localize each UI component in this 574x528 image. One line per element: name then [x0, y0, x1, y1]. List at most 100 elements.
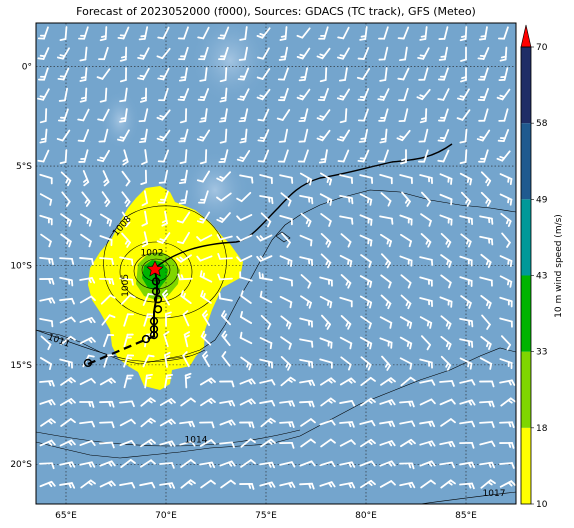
wind-barb: [98, 128, 109, 143]
wind-barb: [40, 233, 52, 248]
wind-barb: [99, 480, 116, 488]
wind-barb: [142, 354, 155, 368]
wind-barb: [437, 88, 450, 101]
wind-barb: [99, 460, 116, 467]
wind-barb: [99, 377, 116, 386]
wind-barb: [39, 297, 56, 304]
wind-barb: [440, 274, 452, 289]
wind-barb: [37, 67, 49, 81]
contour-label: 1014: [185, 435, 208, 445]
wind-barb: [357, 88, 370, 101]
wind-barb: [39, 214, 53, 226]
wind-barb: [300, 212, 312, 228]
wind-barb: [119, 418, 136, 427]
wind-barb: [60, 171, 72, 187]
wind-barb: [103, 333, 115, 348]
wind-barb: [359, 460, 376, 467]
wind-barb: [117, 129, 130, 142]
wind-barb: [439, 398, 456, 406]
wind-barb: [459, 172, 473, 186]
contour-1008-ring: [103, 205, 227, 319]
wind-barb: [159, 482, 176, 489]
wind-barb: [359, 275, 373, 288]
wind-barb: [40, 335, 52, 351]
wind-barb: [79, 295, 96, 304]
longitude-labels: 65°E 70°E 75°E 80°E 85°E: [55, 511, 477, 521]
wind-barb: [119, 256, 134, 266]
wind-barb: [380, 192, 392, 207]
wind-barb: [499, 358, 513, 370]
wind-barb: [499, 255, 513, 268]
wind-barb: [419, 174, 433, 185]
wind-barb: [440, 315, 452, 330]
wind-barb: [159, 398, 176, 406]
tc-track-point: [153, 295, 163, 304]
colorbar-tick-label: 18: [536, 424, 548, 434]
wind-barb: [339, 377, 356, 386]
wind-barb: [459, 26, 468, 42]
wind-barb: [119, 400, 135, 408]
wind-barb: [358, 128, 369, 143]
wind-barb: [239, 378, 256, 385]
wind-barb: [300, 418, 316, 427]
wind-barb: [320, 213, 332, 227]
wind-barb: [103, 354, 114, 368]
wind-barb: [360, 376, 376, 387]
wind-barb: [39, 278, 55, 285]
wind-barb: [417, 149, 429, 163]
wind-barb: [99, 421, 115, 429]
wind-barb: [39, 480, 56, 488]
wind-barb: [178, 46, 189, 61]
wind-barb: [480, 335, 492, 350]
wind-barb: [165, 311, 172, 327]
wind-barb: [219, 128, 228, 144]
wind-barb: [239, 398, 256, 406]
contour-label: 1002: [141, 249, 164, 259]
wind-barb: [237, 88, 250, 101]
wind-barb: [379, 399, 396, 406]
wind-barb: [238, 108, 249, 123]
wind-barb: [440, 335, 452, 350]
wind-barb: [379, 128, 388, 144]
wind-barb: [297, 149, 309, 163]
wind-barb: [159, 440, 176, 447]
wind-barb: [279, 276, 293, 287]
wind-barb: [121, 170, 131, 187]
wind-barb: [359, 420, 376, 427]
lat-tick-label: 15°S: [10, 361, 32, 371]
wind-barb: [122, 149, 129, 166]
colorbar-label: 10 m wind speed (m/s): [554, 214, 564, 318]
wind-barb: [163, 330, 170, 348]
wind-barb: [196, 129, 211, 142]
wind-barb: [218, 292, 233, 302]
wind-barb: [37, 47, 50, 60]
wind-barb: [196, 170, 211, 183]
wind-barb: [196, 211, 211, 224]
wind-barb: [98, 46, 109, 61]
wind-barb: [239, 421, 255, 429]
colorbar-tick-label: 58: [536, 119, 548, 129]
colorbar-segment: [521, 427, 531, 504]
wind-barb: [59, 257, 75, 265]
wind-barb: [101, 191, 111, 207]
wind-barb: [440, 479, 456, 489]
wind-barb: [199, 377, 216, 386]
wind-barb: [359, 214, 373, 226]
wind-barb: [497, 26, 509, 40]
cloud-patch: [180, 150, 250, 230]
wind-barb: [337, 26, 350, 40]
wind-barb: [161, 210, 168, 227]
wind-barb: [279, 400, 295, 407]
wind-barb: [319, 337, 333, 349]
contour-label: 1005: [121, 274, 131, 297]
contour-label: 1017: [483, 489, 506, 499]
wind-barb: [439, 193, 453, 206]
wind-barb: [178, 67, 188, 82]
wind-barb: [459, 255, 473, 267]
wind-barb: [59, 461, 76, 468]
wind-barb: [157, 26, 170, 40]
wind-barb: [459, 399, 476, 406]
wind-barb: [439, 173, 453, 185]
wind-barb: [399, 46, 408, 62]
wind-barb: [340, 274, 352, 289]
